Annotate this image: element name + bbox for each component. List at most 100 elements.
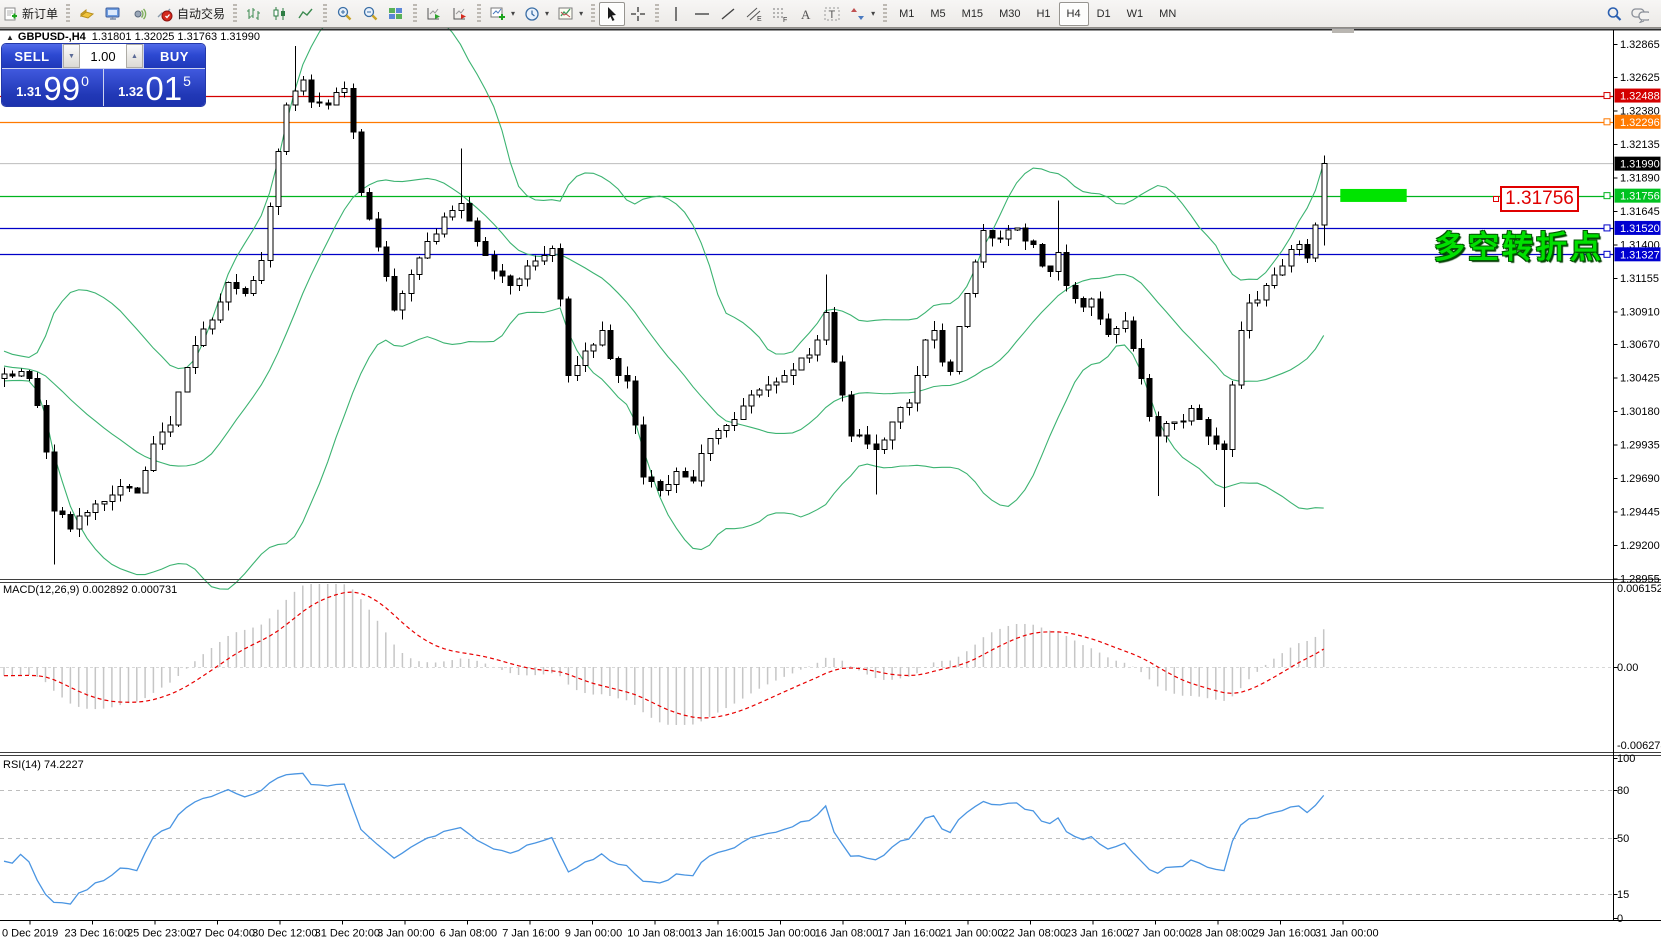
cursor-tool-button[interactable] [599, 1, 626, 26]
panel-collapse-toggle[interactable]: ▲ [6, 33, 14, 42]
volume-input[interactable] [80, 44, 126, 68]
ohlc-values: 1.31801 1.32025 1.31763 1.31990 [91, 31, 260, 43]
price-axis-tick: 1.32625 [1620, 72, 1660, 84]
zoom-out-button[interactable] [357, 2, 383, 26]
timeframe-mn-button[interactable]: MN [1151, 2, 1184, 26]
chart-scrollbar[interactable] [1332, 29, 1354, 33]
search-icon [1605, 5, 1623, 23]
channel-tool-button[interactable]: E [741, 2, 767, 26]
time-axis-label: 17 Jan 16:00 [877, 928, 941, 940]
autotrading-button[interactable]: 自动交易 [152, 2, 229, 26]
toolbar-group-handle [323, 3, 328, 24]
line-chart-icon [297, 5, 315, 23]
rsi-scale-level: 15 [1617, 889, 1629, 901]
volume-decrease-button[interactable]: ▼ [63, 44, 80, 68]
sell-price-prefix: 1.31 [16, 84, 42, 99]
timeframe-m1-button[interactable]: M1 [891, 2, 922, 26]
tile-windows-button[interactable] [383, 2, 409, 26]
text-tool-button[interactable]: A [793, 2, 819, 26]
chevron-down-icon: ▾ [511, 9, 516, 18]
one-click-trading-panel: SELL ▼ ▲ BUY 1.31 99 0 1.32 01 5 [2, 44, 205, 106]
price-axis-marker-value: 1.32296 [1620, 117, 1660, 129]
sell-button[interactable]: SELL [2, 44, 62, 68]
toolbar: 新订单 自动交易 [0, 0, 1661, 28]
fibonacci-icon: F [771, 5, 789, 23]
time-axis-label: 7 Jan 16:00 [502, 928, 560, 940]
bar-chart-button[interactable] [241, 2, 267, 26]
bollinger-lower [3, 307, 1324, 590]
rsi-scale-level: 0 [1617, 913, 1623, 925]
text-label-tool-button[interactable]: T [819, 2, 845, 26]
svg-text:T: T [829, 9, 836, 21]
vertical-line-tool-button[interactable] [663, 2, 689, 26]
indicators-icon [557, 5, 575, 23]
time-axis-label: 16 Jan 08:00 [815, 928, 879, 940]
horizontal-line-tool-button[interactable] [689, 2, 715, 26]
price-axis-tick: 1.29445 [1620, 507, 1660, 519]
line-handle[interactable] [1603, 224, 1611, 232]
signals-button[interactable] [126, 2, 152, 26]
line-handle[interactable] [1603, 118, 1611, 126]
auto-scroll-button[interactable] [421, 2, 447, 26]
chart-shift-button[interactable] [447, 2, 473, 26]
price-axis-tick: 1.31155 [1620, 273, 1659, 285]
price-axis-tick: 1.31890 [1620, 172, 1660, 184]
candlestick-chart-button[interactable] [267, 2, 293, 26]
new-chart-button[interactable]: ▾ [485, 2, 519, 26]
line-handle[interactable] [1603, 92, 1611, 100]
fibonacci-tool-button[interactable]: F [767, 2, 793, 26]
time-axis-label: 9 Jan 00:00 [565, 928, 623, 940]
crosshair-icon [629, 5, 647, 23]
autotrading-label: 自动交易 [177, 7, 226, 21]
search-button[interactable] [1601, 2, 1627, 26]
volume-increase-button[interactable]: ▲ [126, 44, 143, 68]
market-button[interactable] [100, 2, 126, 26]
zoom-in-icon [335, 5, 353, 23]
turning-point-annotation[interactable]: 多空转折点 [1434, 230, 1604, 265]
new-order-label: 新订单 [22, 7, 59, 21]
zoom-in-button[interactable] [331, 2, 357, 26]
timeframe-d1-button[interactable]: D1 [1089, 2, 1119, 26]
chat-button[interactable] [1627, 2, 1653, 26]
price-note-handle[interactable] [1493, 196, 1499, 202]
line-handle[interactable] [1603, 192, 1611, 200]
toolbar-group-handle [883, 3, 888, 24]
buy-price-display[interactable]: 1.32 01 5 [104, 69, 205, 106]
timeframe-h4-button[interactable]: H4 [1058, 1, 1089, 26]
line-chart-button[interactable] [293, 2, 319, 26]
toolbar-group-handle [413, 3, 418, 24]
price-note-label[interactable]: 1.31756 [1500, 186, 1579, 212]
timeframe-m15-button[interactable]: M15 [954, 2, 991, 26]
timeframe-m5-button[interactable]: M5 [922, 2, 953, 26]
time-axis-label: 30 Dec 12:00 [252, 928, 317, 940]
highlight-rectangle[interactable] [1340, 188, 1407, 202]
price-axis-tick: 1.30180 [1620, 406, 1660, 418]
chevron-down-icon: ▾ [579, 9, 584, 18]
sell-price-big: 99 [43, 70, 81, 106]
time-axis-label: 31 Dec 20:00 [315, 928, 380, 940]
timeframe-w1-button[interactable]: W1 [1119, 2, 1152, 26]
timeframe-h1-button[interactable]: H1 [1028, 2, 1058, 26]
buy-price-sup: 5 [183, 73, 191, 89]
metaeditor-button[interactable] [74, 2, 100, 26]
trendline-tool-button[interactable] [715, 2, 741, 26]
sell-price-display[interactable]: 1.31 99 0 [2, 69, 103, 106]
price-axis-marker [1614, 220, 1661, 235]
price-axis-tick: 1.30910 [1620, 306, 1660, 318]
bar-chart-icon [245, 5, 263, 23]
time-axis-label: 13 Jan 16:00 [690, 928, 754, 940]
arrows-tool-button[interactable]: ▾ [845, 2, 879, 26]
line-handle[interactable] [1603, 250, 1611, 258]
price-axis-tick: 1.32865 [1620, 39, 1660, 51]
time-axis-label: 22 Jan 08:00 [1002, 928, 1066, 940]
buy-button[interactable]: BUY [144, 44, 205, 68]
macd-histogram [0, 584, 1614, 725]
time-axis-label: 25 Dec 23:00 [127, 928, 192, 940]
crosshair-tool-button[interactable] [625, 2, 651, 26]
price-axis-tick: 1.32135 [1620, 139, 1660, 151]
new-order-button[interactable]: 新订单 [0, 2, 62, 26]
timeframe-m30-button[interactable]: M30 [991, 2, 1028, 26]
periods-button[interactable]: ▾ [519, 2, 553, 26]
indicators-button[interactable]: ▾ [553, 2, 587, 26]
cursor-icon [603, 5, 621, 23]
